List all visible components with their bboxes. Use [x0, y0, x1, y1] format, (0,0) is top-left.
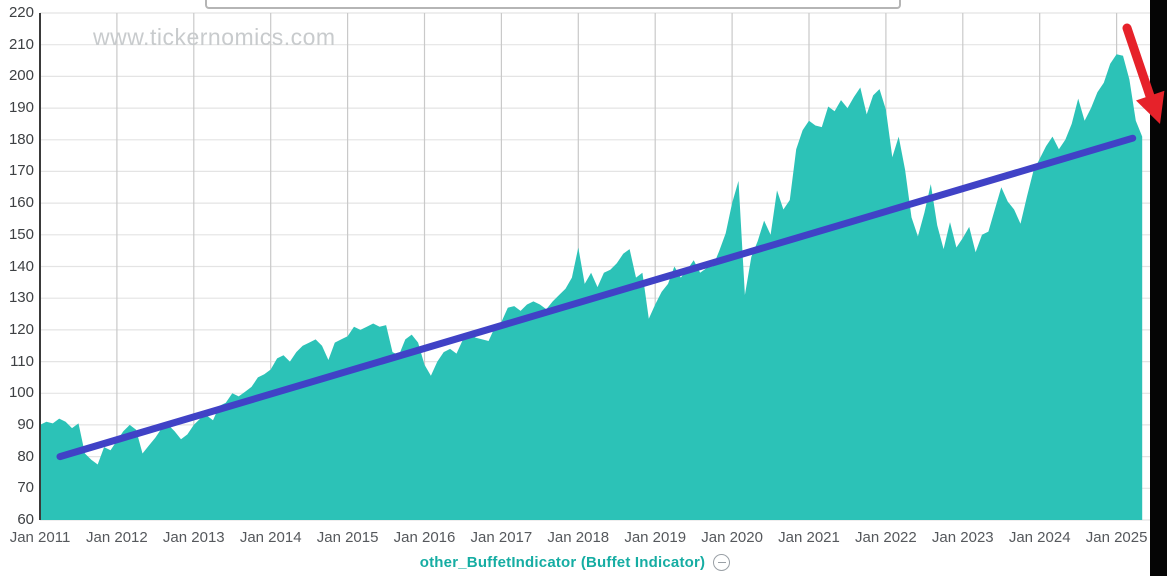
minus-circle-icon[interactable] [713, 554, 731, 571]
cropped-top-panel [205, 0, 901, 9]
x-tick-label: Jan 2018 [547, 529, 610, 546]
y-tick-label: 100 [8, 384, 34, 402]
y-tick-label: 210 [8, 35, 34, 53]
x-tick-label: Jan 2015 [316, 529, 379, 546]
y-tick-label: 170 [8, 162, 34, 180]
x-tick-label: Jan 2012 [86, 529, 148, 546]
x-tick-label: Jan 2023 [931, 529, 994, 546]
trend-line [56, 134, 1137, 461]
y-tick-label: 120 [8, 320, 34, 338]
y-tick-label: 80 [17, 447, 34, 465]
y-tick-label: 110 [10, 352, 34, 370]
y-tick-label: 150 [8, 225, 34, 243]
x-tick-label: Jan 2024 [1008, 529, 1071, 546]
y-tick-label: 220 [8, 4, 34, 21]
legend-series-label[interactable]: other_BuffetIndicator (Buffet Indicator) [419, 554, 706, 571]
x-tick-label: Jan 2011 [9, 529, 71, 546]
x-tick-label: Jan 2013 [162, 529, 225, 546]
y-tick-label: 90 [17, 415, 34, 433]
y-tick-label: 60 [17, 511, 34, 528]
y-tick-label: 130 [8, 289, 34, 307]
x-tick-label: Jan 2022 [855, 529, 917, 546]
y-tick-label: 140 [8, 257, 34, 275]
y-tick-label: 160 [8, 194, 34, 212]
y-tick-label: 190 [8, 99, 34, 117]
buffett-indicator-area-series[interactable] [40, 54, 1143, 520]
black-edge-strip [1150, 0, 1167, 576]
y-tick-label: 180 [8, 130, 34, 148]
x-tick-label: Jan 2020 [701, 529, 763, 546]
y-tick-label: 70 [17, 479, 34, 497]
x-tick-label: Jan 2017 [470, 529, 533, 546]
x-tick-label: Jan 2019 [624, 529, 687, 546]
x-tick-label: Jan 2016 [393, 529, 456, 546]
legend: other_BuffetIndicator (Buffet Indicator) [0, 554, 1150, 571]
x-tick-label: Jan 2021 [778, 529, 840, 546]
x-tick-label: Jan 2025 [1085, 529, 1148, 546]
y-tick-label: 200 [8, 67, 34, 85]
x-tick-label: Jan 2014 [239, 529, 302, 546]
